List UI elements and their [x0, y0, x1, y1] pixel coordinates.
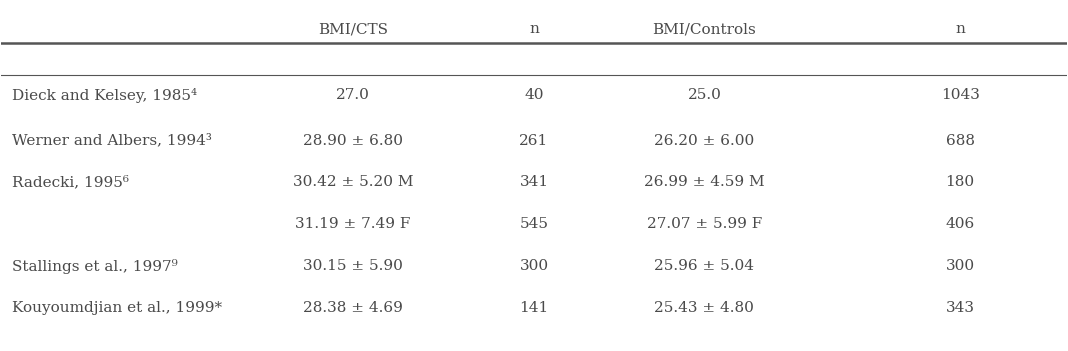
Text: 30.42 ± 5.20 M: 30.42 ± 5.20 M	[293, 176, 413, 190]
Text: 1043: 1043	[941, 88, 979, 102]
Text: 406: 406	[945, 217, 975, 231]
Text: 25.0: 25.0	[688, 88, 721, 102]
Text: 30.15 ± 5.90: 30.15 ± 5.90	[303, 259, 403, 273]
Text: n: n	[955, 22, 965, 36]
Text: 343: 343	[945, 301, 975, 315]
Text: BMI/CTS: BMI/CTS	[318, 22, 388, 36]
Text: 40: 40	[524, 88, 544, 102]
Text: 545: 545	[519, 217, 549, 231]
Text: Radecki, 1995⁶: Radecki, 1995⁶	[12, 176, 129, 190]
Text: 28.90 ± 6.80: 28.90 ± 6.80	[303, 134, 403, 148]
Text: 26.99 ± 4.59 M: 26.99 ± 4.59 M	[644, 176, 765, 190]
Text: Dieck and Kelsey, 1985⁴: Dieck and Kelsey, 1985⁴	[12, 88, 198, 103]
Text: BMI/Controls: BMI/Controls	[653, 22, 756, 36]
Text: 27.0: 27.0	[336, 88, 370, 102]
Text: 25.96 ± 5.04: 25.96 ± 5.04	[655, 259, 754, 273]
Text: 28.38 ± 4.69: 28.38 ± 4.69	[303, 301, 403, 315]
Text: 31.19 ± 7.49 F: 31.19 ± 7.49 F	[295, 217, 410, 231]
Text: 180: 180	[945, 176, 975, 190]
Text: Kouyoumdjian et al., 1999*: Kouyoumdjian et al., 1999*	[12, 301, 222, 315]
Text: 261: 261	[519, 134, 549, 148]
Text: 300: 300	[945, 259, 975, 273]
Text: 688: 688	[945, 134, 975, 148]
Text: Stallings et al., 1997⁹: Stallings et al., 1997⁹	[12, 259, 177, 273]
Text: n: n	[529, 22, 539, 36]
Text: 141: 141	[519, 301, 549, 315]
Text: 27.07 ± 5.99 F: 27.07 ± 5.99 F	[647, 217, 763, 231]
Text: 300: 300	[519, 259, 549, 273]
Text: 26.20 ± 6.00: 26.20 ± 6.00	[655, 134, 755, 148]
Text: 341: 341	[519, 176, 549, 190]
Text: 25.43 ± 4.80: 25.43 ± 4.80	[655, 301, 754, 315]
Text: Werner and Albers, 1994³: Werner and Albers, 1994³	[12, 134, 211, 148]
